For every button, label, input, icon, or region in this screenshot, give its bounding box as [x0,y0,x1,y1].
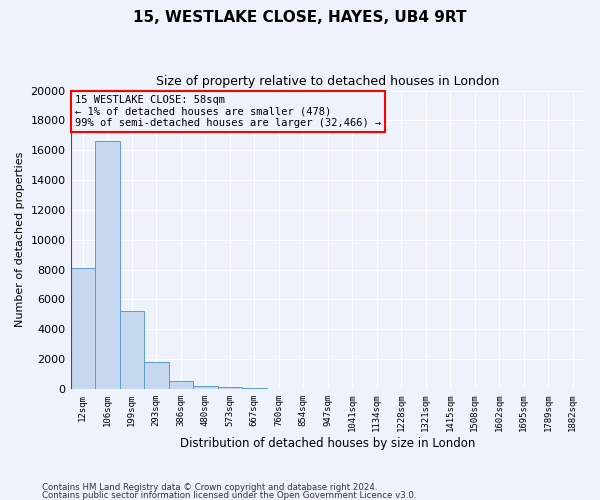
Text: 15, WESTLAKE CLOSE, HAYES, UB4 9RT: 15, WESTLAKE CLOSE, HAYES, UB4 9RT [133,10,467,25]
Bar [218,386,242,389]
Text: Contains public sector information licensed under the Open Government Licence v3: Contains public sector information licen… [42,491,416,500]
Bar [71,268,95,389]
Bar [193,386,218,389]
Bar [95,142,119,389]
Text: Contains HM Land Registry data © Crown copyright and database right 2024.: Contains HM Land Registry data © Crown c… [42,484,377,492]
Bar [242,388,266,389]
Bar [119,312,144,389]
Y-axis label: Number of detached properties: Number of detached properties [15,152,25,328]
Text: 15 WESTLAKE CLOSE: 58sqm
← 1% of detached houses are smaller (478)
99% of semi-d: 15 WESTLAKE CLOSE: 58sqm ← 1% of detache… [75,95,381,128]
Bar [144,362,169,389]
X-axis label: Distribution of detached houses by size in London: Distribution of detached houses by size … [180,437,475,450]
Title: Size of property relative to detached houses in London: Size of property relative to detached ho… [156,75,499,88]
Bar [169,382,193,389]
